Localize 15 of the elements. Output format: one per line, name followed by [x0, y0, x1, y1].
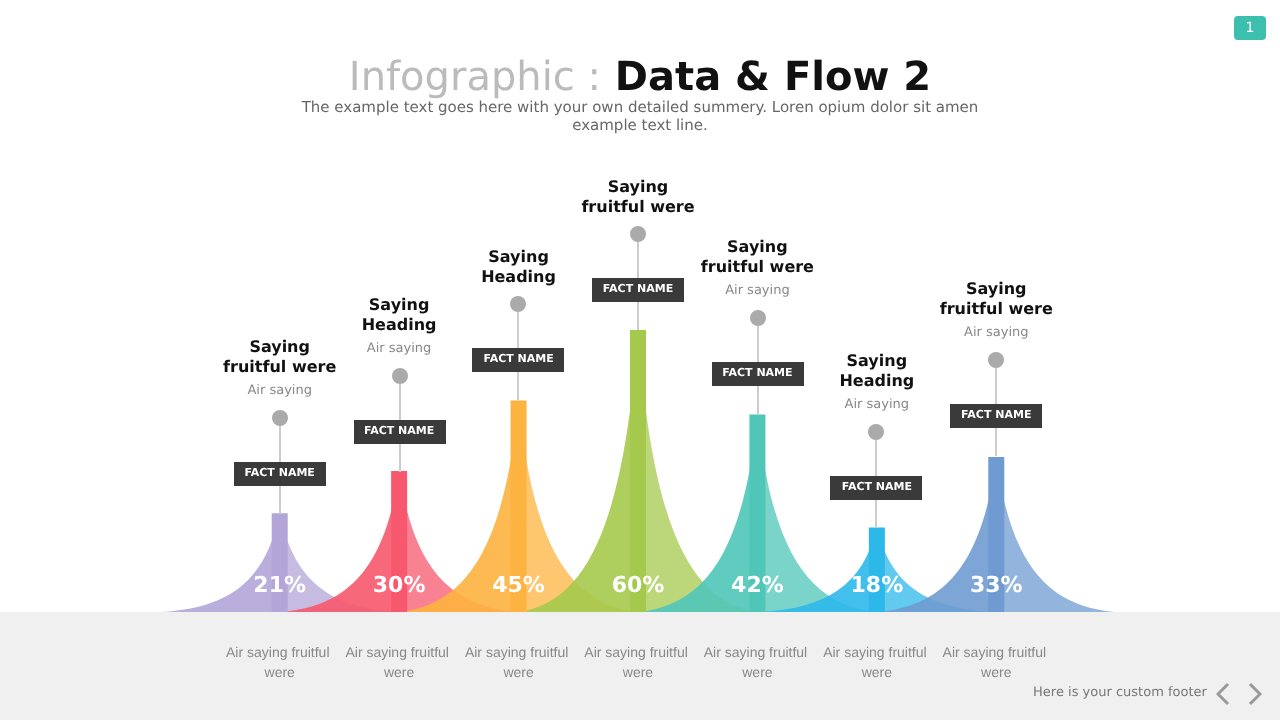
annotation: Saying Heading	[359, 295, 439, 335]
data-label: 21%	[253, 572, 307, 598]
annotation: Saying fruitful were	[221, 337, 339, 378]
annotation: Saying Heading	[837, 351, 917, 392]
text: Saying fruitful were	[579, 178, 697, 218]
data-label: 42%	[731, 572, 784, 598]
data-label: 45%	[492, 572, 545, 598]
data-label: 60%	[611, 572, 665, 598]
data-label: 18%	[850, 572, 904, 598]
text: Saying Heading	[479, 248, 558, 289]
data-label: 33%	[969, 572, 1023, 598]
text: Saying fruitful were	[698, 238, 816, 279]
data-label: 30%	[372, 572, 426, 598]
text: Saying fruitful were	[937, 280, 1055, 321]
chart-title: Infographic : Data & Flow 2	[348, 52, 932, 100]
